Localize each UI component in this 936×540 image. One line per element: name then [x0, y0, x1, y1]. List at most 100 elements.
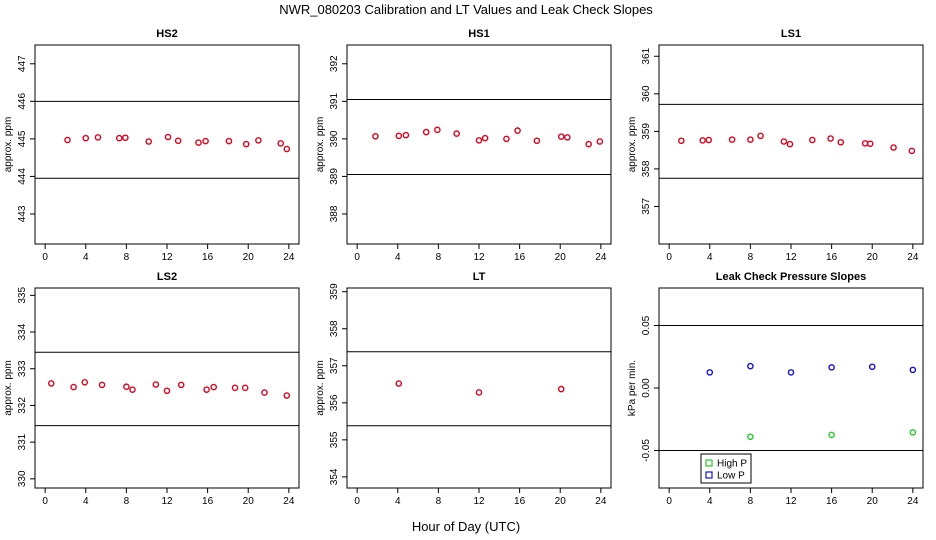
- data-point: [402, 131, 410, 139]
- panel-title: LS2: [157, 271, 177, 283]
- data-point: [747, 136, 754, 143]
- x-tick-label: 0: [666, 496, 672, 507]
- y-tick-label: 447: [17, 55, 28, 72]
- y-tick-label: 334: [17, 323, 28, 340]
- y-tick-label: 330: [17, 470, 28, 487]
- panel-title: HS1: [468, 28, 489, 40]
- data-point: [837, 138, 845, 146]
- data-point: [241, 384, 249, 392]
- data-point: [728, 136, 736, 143]
- y-tick-label: -0.05: [641, 439, 652, 462]
- y-tick-label: 0.05: [641, 315, 652, 335]
- x-tick-label: 20: [555, 496, 567, 507]
- data-point: [786, 140, 794, 148]
- y-tick-label: 331: [17, 433, 28, 450]
- data-point: [261, 389, 268, 396]
- data-point: [481, 134, 489, 142]
- y-tick-label: 0.00: [641, 378, 652, 398]
- data-point: [64, 136, 71, 144]
- x-tick-label: 24: [595, 496, 607, 507]
- plot-frame: [34, 44, 300, 245]
- y-tick-label: 360: [641, 85, 652, 102]
- data-point: [203, 386, 210, 393]
- data-point: [557, 385, 565, 393]
- legend-marker: [705, 471, 713, 479]
- data-point: [202, 137, 209, 145]
- y-tick-label: 392: [329, 55, 340, 72]
- x-tick-label: 12: [785, 252, 797, 263]
- x-tick-label: 12: [473, 496, 485, 507]
- y-tick-label: 391: [329, 93, 340, 110]
- y-tick-label: 443: [17, 205, 28, 222]
- x-tick-label: 12: [473, 252, 485, 263]
- data-point: [809, 136, 816, 144]
- y-tick-label: 356: [329, 394, 340, 411]
- data-point: [145, 138, 153, 145]
- data-point: [174, 137, 182, 145]
- y-axis-label: kPa per min.: [627, 360, 638, 416]
- y-tick-label: 446: [17, 93, 28, 110]
- x-tick-label: 24: [595, 252, 607, 263]
- x-tick-label: 0: [354, 496, 360, 507]
- data-point: [747, 362, 754, 370]
- y-tick-label: 390: [329, 130, 340, 147]
- data-point: [225, 137, 233, 145]
- y-tick-label: 333: [17, 360, 28, 377]
- y-axis-label: approx. ppm: [3, 117, 14, 173]
- data-point: [787, 369, 795, 376]
- x-tick-label: 4: [395, 252, 401, 263]
- y-tick-label: 332: [17, 397, 28, 414]
- plot-frame: [658, 44, 924, 245]
- x-tick-label: 16: [202, 252, 214, 263]
- x-tick-label: 16: [202, 496, 214, 507]
- data-point: [163, 387, 171, 395]
- data-point: [395, 132, 403, 140]
- y-tick-label: 335: [17, 287, 28, 304]
- x-tick-label: 8: [748, 252, 754, 263]
- y-axis-label: approx. ppm: [315, 360, 326, 416]
- data-point: [596, 138, 604, 145]
- data-point: [827, 135, 834, 142]
- data-point: [828, 431, 835, 439]
- x-tick-label: 4: [707, 252, 713, 263]
- data-point: [453, 130, 460, 137]
- x-tick-label: 12: [161, 252, 173, 263]
- x-tick-label: 0: [666, 252, 672, 263]
- x-tick-label: 20: [867, 252, 879, 263]
- panel-ls1: LS1 approx. ppm 0 4 8 12 16 20 24 357 358 359 360 361: [627, 28, 924, 263]
- x-tick-label: 12: [161, 496, 173, 507]
- plot-frame: [346, 287, 612, 489]
- figure-title: NWR_080203 Calibration and LT Values and…: [279, 2, 653, 17]
- data-point: [747, 433, 754, 441]
- x-axis-label: Hour of Day (UTC): [412, 519, 520, 534]
- y-tick-label: 444: [17, 168, 28, 185]
- y-tick-label: 389: [329, 168, 340, 185]
- legend-label: High P: [717, 459, 747, 470]
- y-tick-label: 358: [329, 320, 340, 337]
- data-point: [242, 140, 250, 148]
- x-tick-label: 4: [83, 496, 89, 507]
- data-point: [70, 383, 77, 391]
- data-point: [47, 380, 55, 387]
- legend-label: Low P: [717, 471, 745, 482]
- data-point: [866, 140, 874, 148]
- data-point: [908, 147, 916, 155]
- data-point: [277, 140, 285, 147]
- x-tick-label: 16: [514, 252, 526, 263]
- y-axis-label: approx. ppm: [315, 117, 326, 173]
- data-point: [164, 133, 172, 141]
- x-tick-label: 4: [395, 496, 401, 507]
- x-tick-label: 8: [748, 496, 754, 507]
- data-point: [503, 135, 510, 143]
- y-tick-label: 359: [641, 123, 652, 140]
- x-tick-label: 0: [354, 252, 360, 263]
- x-tick-label: 20: [243, 496, 255, 507]
- x-tick-label: 16: [514, 496, 526, 507]
- x-tick-label: 0: [42, 252, 48, 263]
- plot-frame: [346, 44, 612, 245]
- panel-ls2: LS2 approx. ppm 0 4 8 12 16 20 24 330 331 332 333 334…: [3, 271, 300, 507]
- panel-title: HS2: [156, 28, 177, 40]
- y-axis-label: approx. ppm: [627, 117, 638, 173]
- y-tick-label: 358: [641, 160, 652, 177]
